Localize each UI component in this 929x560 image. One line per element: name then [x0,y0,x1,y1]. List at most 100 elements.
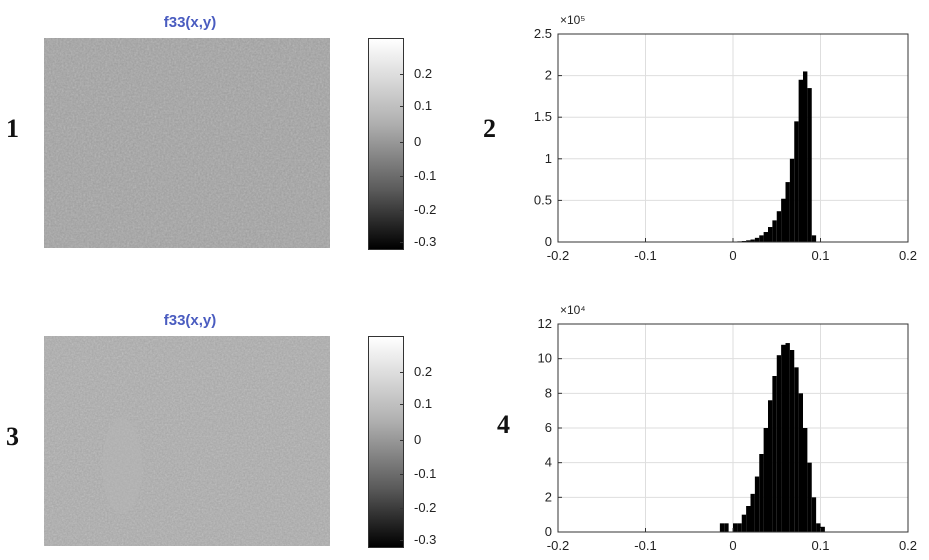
colorbar-tick-label: 0 [414,432,422,447]
histogram-bar [803,71,808,242]
colorbar-tick-mark [400,474,404,475]
x-tick-label: -0.1 [634,248,656,263]
colorbar-tick-label: 0.1 [414,98,433,113]
y-tick-label: 0 [545,524,552,539]
histogram-bar [724,523,729,532]
histogram-bar [785,343,790,532]
histogram-bar [772,376,777,532]
histogram-bar [789,350,795,532]
colorbar-tick-mark [400,404,404,405]
colorbar-tick-label: -0.2 [414,202,437,217]
colorbar-3 [368,336,404,548]
panel-label-2: 2 [483,114,496,143]
histogram-bar [759,454,764,532]
colorbar-tick-label: -0.1 [414,466,437,481]
histogram-bar [733,523,738,532]
colorbar-tick-label: -0.3 [414,234,437,249]
panel-label-3: 3 [6,422,19,451]
y-tick-label: 2 [545,489,552,504]
histogram-bar [781,198,786,242]
image-title-3: f33(x,y) [163,312,217,329]
y-tick-label: 2 [545,68,552,83]
x-tick-label: -0.2 [547,538,569,553]
histogram-bar [781,344,786,532]
colorbar-tick-mark [400,106,404,107]
colorbar-tick-label: 0 [414,134,422,149]
histogram-2: -0.2 -0.1 0 0.1 0.2 0 0.5 1 1.5 2 2.5 ×10⁵ [534,13,917,263]
colorbar-tick-label: -0.3 [414,532,437,547]
histogram-bar [750,493,755,532]
y-tick-label: 12 [538,316,552,331]
colorbar-tick-mark [400,142,404,143]
x-tick-label: 0 [729,248,736,263]
y-tick-label: 10 [538,351,552,366]
histogram-bar [719,523,725,532]
panel-label-4: 4 [497,410,510,439]
histogram-bar [737,523,742,532]
histogram-bar [776,355,782,532]
y-tick-label: 2.5 [534,26,552,41]
y-exponent-label: ×10⁴ [560,303,586,317]
panel-label-1: 1 [6,114,19,143]
histogram-bar [759,235,764,242]
y-tick-label: 6 [545,420,552,435]
histogram-bar [820,526,825,532]
colorbar-tick-label: 0.2 [414,364,433,379]
histogram-bar [746,506,751,532]
y-tick-label: 1.5 [534,109,552,124]
histogram-bar [798,79,803,242]
histogram-bar [811,235,817,242]
colorbar-tick-label: 0.2 [414,66,433,81]
y-tick-label: 4 [545,455,552,470]
x-tick-label: 0.2 [899,538,917,553]
histogram-bar [776,211,782,242]
histogram-bar [768,227,773,242]
histogram-bar [772,220,777,242]
histogram-bar [741,514,747,532]
histogram-bar [794,121,799,242]
histogram-4: -0.2 -0.1 0 0.1 0.2 0 2 4 6 8 10 12 ×10⁴ [538,303,918,553]
colorbar-tick-mark [400,440,404,441]
histogram-bar [750,239,755,242]
colorbar-1 [368,38,404,250]
colorbar-tick-mark [400,508,404,509]
histogram-bar [811,497,817,532]
f33-image-1 [44,38,330,248]
histogram-bar [798,393,803,532]
x-tick-label: 0.2 [899,248,917,263]
y-tick-label: 1 [545,151,552,166]
histogram-bar [807,88,812,242]
colorbar-tick-mark [400,210,404,211]
colorbar-tick-mark [400,540,404,541]
y-tick-label: 8 [545,385,552,400]
x-tick-label: 0.1 [811,538,829,553]
image-title-1: f33(x,y) [163,14,217,31]
y-tick-label: 0 [545,234,552,249]
histogram-bar [754,476,760,532]
colorbar-tick-label: 0.1 [414,396,433,411]
histogram-bar [746,240,751,242]
x-tick-label: -0.2 [547,248,569,263]
histogram-bar [754,237,760,242]
x-tick-label: 0 [729,538,736,553]
colorbar-tick-label: -0.2 [414,500,437,515]
colorbar-tick-mark [400,242,404,243]
histogram-bar [803,428,808,532]
histogram-bar [763,428,768,532]
histogram-bar [768,400,773,532]
histogram-bar [785,182,790,242]
y-exponent-label: ×10⁵ [560,13,585,27]
histogram-bar [816,523,821,532]
f33-image-3 [44,336,330,546]
colorbar-tick-label: -0.1 [414,168,437,183]
y-tick-label: 0.5 [534,192,552,207]
x-tick-label: -0.1 [634,538,656,553]
histogram-bar [807,462,812,532]
histogram-bar [794,367,799,532]
x-tick-label: 0.1 [811,248,829,263]
colorbar-tick-mark [400,74,404,75]
histogram-bar [763,232,768,242]
colorbar-tick-mark [400,176,404,177]
histogram-bar [789,158,795,242]
colorbar-tick-mark [400,372,404,373]
